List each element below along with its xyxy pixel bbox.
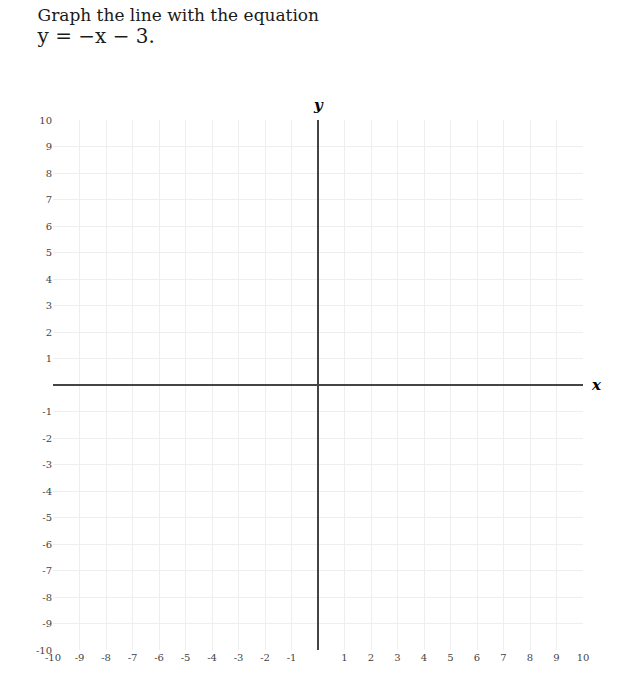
svg-text:-7: -7 — [128, 652, 138, 663]
svg-text:-8: -8 — [42, 592, 52, 603]
svg-text:1: 1 — [341, 652, 347, 663]
svg-text:10: 10 — [577, 652, 590, 663]
svg-text:2: 2 — [368, 652, 374, 663]
svg-text:-1: -1 — [287, 652, 297, 663]
svg-text:Graph the line with the equati: Graph the line with the equationy = −x −… — [37, 5, 320, 48]
svg-text:6: 6 — [46, 221, 52, 232]
svg-text:8: 8 — [527, 652, 533, 663]
svg-text:-3: -3 — [234, 652, 244, 663]
svg-text:7: 7 — [46, 194, 52, 205]
svg-text:3: 3 — [46, 300, 52, 311]
svg-text:5: 5 — [447, 652, 453, 663]
svg-text:-5: -5 — [181, 652, 191, 663]
svg-text:-3: -3 — [42, 459, 52, 470]
svg-text:-6: -6 — [154, 652, 164, 663]
svg-text:2: 2 — [46, 327, 52, 338]
svg-text:-10: -10 — [45, 652, 61, 663]
svg-text:y: y — [313, 96, 324, 114]
svg-text:8: 8 — [46, 168, 52, 179]
svg-text:4: 4 — [421, 652, 427, 663]
svg-text:-10: -10 — [36, 645, 52, 656]
svg-text:-2: -2 — [42, 433, 52, 444]
svg-text:1: 1 — [46, 353, 52, 364]
svg-text:-5: -5 — [42, 512, 52, 523]
svg-text:9: 9 — [553, 652, 559, 663]
svg-text:-6: -6 — [42, 539, 52, 550]
svg-text:-4: -4 — [42, 486, 52, 497]
svg-text:-8: -8 — [101, 652, 111, 663]
svg-text:-1: -1 — [42, 406, 52, 417]
svg-text:x: x — [591, 376, 602, 394]
svg-text:5: 5 — [46, 247, 52, 258]
svg-text:7: 7 — [500, 652, 506, 663]
svg-text:-4: -4 — [207, 652, 217, 663]
svg-text:-9: -9 — [42, 618, 52, 629]
svg-text:3: 3 — [394, 652, 400, 663]
svg-text:6: 6 — [474, 652, 480, 663]
svg-text:-9: -9 — [75, 652, 85, 663]
svg-text:4: 4 — [46, 274, 52, 285]
svg-text:-7: -7 — [42, 565, 52, 576]
svg-text:9: 9 — [46, 141, 52, 152]
svg-text:10: 10 — [39, 115, 52, 126]
svg-text:-2: -2 — [260, 652, 270, 663]
